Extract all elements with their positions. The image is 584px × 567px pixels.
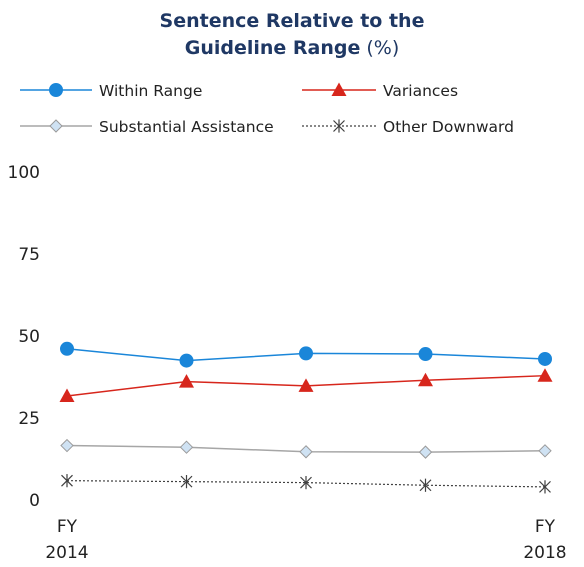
- x-tick-label: 2014: [45, 543, 88, 563]
- data-point: [298, 378, 314, 392]
- data-point: [538, 351, 552, 366]
- data-point: [537, 368, 553, 382]
- data-point: [60, 438, 74, 453]
- series-variances: [59, 368, 553, 403]
- series-other-downward: [61, 474, 551, 494]
- legend-item-other-downward: Other Downward: [302, 118, 514, 136]
- data-point: [418, 347, 433, 362]
- data-point: [538, 444, 552, 458]
- legend-marker: [49, 83, 63, 97]
- legend: Within Range Variances Substantial Assista…: [20, 82, 514, 136]
- series-within-range: [60, 341, 552, 368]
- data-point: [179, 353, 194, 368]
- y-axis: 0 25 50 75 100: [8, 163, 40, 511]
- data-point: [418, 372, 433, 387]
- legend-marker: [49, 119, 63, 133]
- data-point: [180, 475, 193, 489]
- data-point: [59, 388, 75, 403]
- chart-title-unit: (%): [366, 37, 399, 59]
- legend-label: Variances: [383, 82, 458, 100]
- legend-marker: [333, 119, 345, 133]
- y-tick-label: 25: [18, 409, 40, 429]
- chart-title-main: Guideline Range: [185, 37, 361, 59]
- x-tick-label: 2018: [523, 543, 566, 563]
- data-point: [61, 474, 73, 488]
- y-tick-label: 0: [29, 491, 40, 511]
- data-point: [179, 374, 194, 388]
- series-layer: [59, 341, 553, 494]
- series-substantial-assistance: [60, 438, 552, 459]
- chart-title-line2: Guideline Range (%): [185, 37, 400, 59]
- legend-label: Other Downward: [383, 118, 514, 136]
- data-point: [418, 445, 433, 459]
- data-point: [60, 341, 74, 356]
- x-tick-label: FY: [57, 517, 78, 537]
- legend-marker: [331, 82, 347, 96]
- data-point: [419, 478, 432, 492]
- legend-item-variances: Variances: [302, 82, 458, 100]
- y-tick-label: 50: [18, 327, 40, 347]
- legend-item-substantial-assistance: Substantial Assistance: [20, 118, 274, 136]
- x-axis: FY 2014 FY 2018: [45, 517, 566, 563]
- data-point: [299, 445, 313, 459]
- data-point: [539, 480, 551, 494]
- y-tick-label: 75: [18, 245, 40, 265]
- legend-label: Within Range: [99, 82, 202, 100]
- x-tick-label: FY: [535, 517, 556, 537]
- data-point: [299, 346, 313, 361]
- legend-label: Substantial Assistance: [99, 118, 274, 136]
- data-point: [300, 476, 312, 490]
- chart-title-line1: Sentence Relative to the: [160, 10, 425, 32]
- legend-item-within-range: Within Range: [20, 82, 202, 100]
- data-point: [179, 440, 194, 454]
- y-tick-label: 100: [8, 163, 40, 183]
